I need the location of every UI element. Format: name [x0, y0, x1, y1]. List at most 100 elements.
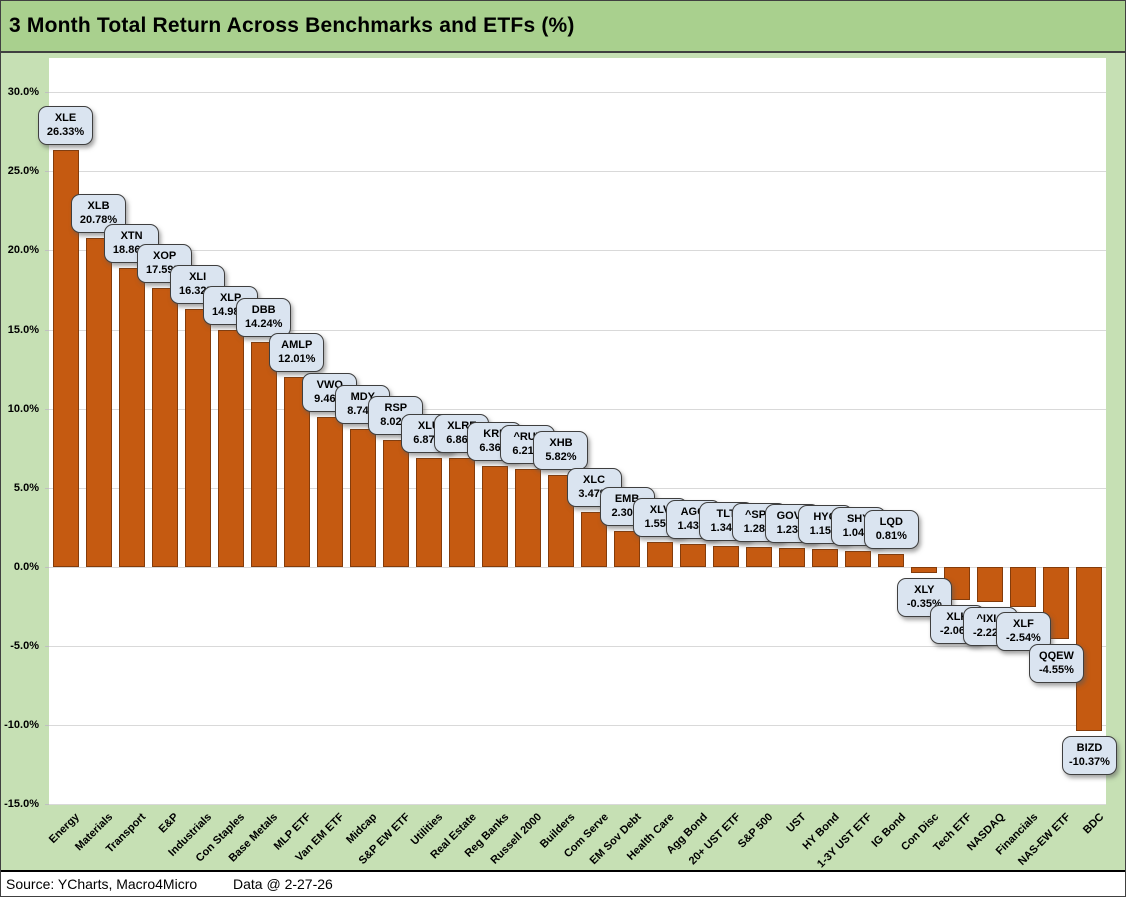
callout-ticker: RSP	[384, 402, 408, 415]
source-band: Source: YCharts, Macro4Micro Data @ 2-27…	[1, 870, 1125, 896]
callout-ticker: XLV	[649, 504, 671, 517]
bar-^SPX[interactable]	[746, 546, 773, 567]
gridline	[49, 567, 1106, 568]
y-axis-tick	[45, 725, 49, 727]
bar-DBB[interactable]	[250, 341, 277, 567]
y-axis-tick	[45, 171, 49, 173]
callout-ticker: DBB	[251, 303, 276, 316]
bar-KRE[interactable]	[481, 466, 508, 567]
bar-VWO[interactable]	[316, 417, 343, 567]
y-axis-label: 10.0%	[7, 402, 39, 415]
y-axis-tick	[45, 250, 49, 252]
callout-ticker: XLB	[87, 199, 110, 212]
callout-LQD[interactable]: LQD 0.81%	[863, 510, 919, 550]
callout-value: -2.54%	[1005, 632, 1041, 645]
bar-LQD[interactable]	[878, 554, 905, 567]
bar-XLP[interactable]	[217, 329, 244, 567]
bar-XTN[interactable]	[118, 268, 145, 567]
callout-value: 5.82%	[545, 450, 577, 463]
bar-XLU[interactable]	[415, 458, 442, 567]
callout-ticker: XLI	[189, 270, 207, 283]
callout-XHB[interactable]: XHB 5.82%	[533, 430, 589, 470]
bar-XOP[interactable]	[151, 288, 178, 567]
bar-SHY[interactable]	[845, 550, 872, 567]
callout-ticker: XTN	[120, 230, 143, 243]
callout-XLB[interactable]: XLB 20.78%	[71, 193, 127, 233]
gridline	[49, 250, 1106, 252]
callout-value: -10.37%	[1068, 756, 1110, 769]
bar-AGG[interactable]	[680, 544, 707, 567]
bar-^IXIC[interactable]	[977, 567, 1004, 603]
y-axis-label: 25.0%	[7, 165, 39, 178]
callout-ticker: XLU	[417, 420, 440, 433]
y-axis-tick	[45, 567, 49, 568]
callout-ticker: AMLP	[281, 338, 313, 351]
gridline	[49, 171, 1106, 173]
callout-value: 0.81%	[875, 530, 907, 543]
y-axis-label: -5.0%	[10, 640, 39, 653]
bar-TLT[interactable]	[713, 545, 740, 567]
source-text: Source: YCharts, Macro4Micro	[6, 876, 198, 892]
callout-XTN[interactable]: XTN 18.86%	[104, 224, 160, 264]
callout-ticker: XLP	[219, 291, 242, 304]
callout-ticker: BIZD	[1076, 742, 1103, 755]
bar-XLY[interactable]	[911, 567, 938, 573]
bar-HYG[interactable]	[812, 548, 839, 567]
callout-ticker: XLE	[54, 112, 77, 125]
chart-title: 3 Month Total Return Across Benchmarks a…	[9, 14, 575, 37]
bar-MDY[interactable]	[349, 428, 376, 567]
y-axis-tick	[45, 804, 49, 806]
callout-value: 20.78%	[79, 213, 118, 226]
y-axis-label: -15.0%	[4, 798, 39, 811]
gridline	[49, 92, 1106, 93]
y-axis-tick	[45, 92, 49, 93]
y-axis-tick	[45, 487, 49, 489]
callout-ticker: TLT	[716, 507, 736, 520]
bar-XLB[interactable]	[85, 237, 112, 567]
gridline	[49, 725, 1106, 727]
x-axis-label-bdc: BDC	[1080, 811, 1106, 837]
gridline	[49, 646, 1106, 648]
callout-AMLP[interactable]: AMLP 12.01%	[269, 332, 325, 372]
y-axis-label: 5.0%	[13, 481, 39, 494]
callout-BIZD[interactable]: BIZD -10.37%	[1061, 736, 1117, 776]
callout-ticker: XLY	[914, 583, 935, 596]
chart-title-band: 3 Month Total Return Across Benchmarks a…	[1, 1, 1125, 53]
bar-XLF[interactable]	[1010, 567, 1037, 608]
bar-XLV[interactable]	[647, 542, 674, 567]
callout-QQEW[interactable]: QQEW -4.55%	[1028, 644, 1084, 684]
callout-XLF[interactable]: XLF -2.54%	[995, 612, 1051, 652]
bar-EMB[interactable]	[614, 530, 641, 567]
bar-GOVT[interactable]	[779, 547, 806, 567]
callout-ticker: XHB	[549, 436, 573, 449]
bar-XLI[interactable]	[184, 308, 211, 567]
y-axis-tick	[45, 329, 49, 331]
y-axis-label: 15.0%	[7, 323, 39, 336]
y-axis-label: 20.0%	[7, 244, 39, 257]
bar-RSP[interactable]	[382, 440, 409, 567]
y-axis-label: 30.0%	[7, 86, 39, 98]
callout-ticker: XLF	[1013, 618, 1034, 631]
y-axis-tick	[45, 646, 49, 648]
chart-area: 30.0% 25.0% 20.0% 15.0% 10.0% 5.0% 0.0% -5.0% -1…	[1, 53, 1125, 870]
gridline	[49, 408, 1106, 410]
callout-ticker: XLK	[946, 610, 969, 623]
x-axis-label-ust: UST	[784, 811, 809, 836]
callout-value: -4.55%	[1039, 664, 1074, 677]
y-axis-tick	[45, 408, 49, 410]
bar-^RUT[interactable]	[514, 468, 541, 567]
y-axis-label: -10.0%	[4, 719, 39, 732]
x-axis-label-e&p: E&P	[156, 811, 182, 836]
y-axis-label: 0.0%	[13, 561, 39, 573]
callout-value: 26.33%	[46, 126, 85, 139]
data-date-text: Data @ 2-27-26	[233, 876, 333, 892]
callout-ticker: LQD	[879, 516, 903, 529]
bar-XLRE[interactable]	[448, 458, 475, 567]
callout-value: 12.01%	[278, 352, 316, 365]
gridline	[49, 804, 1106, 806]
callout-ticker: QQEW	[1039, 650, 1074, 663]
callout-ticker: XOP	[152, 250, 177, 263]
callout-XLE[interactable]: XLE 26.33%	[38, 106, 94, 146]
callout-DBB[interactable]: DBB 14.24%	[236, 297, 292, 337]
